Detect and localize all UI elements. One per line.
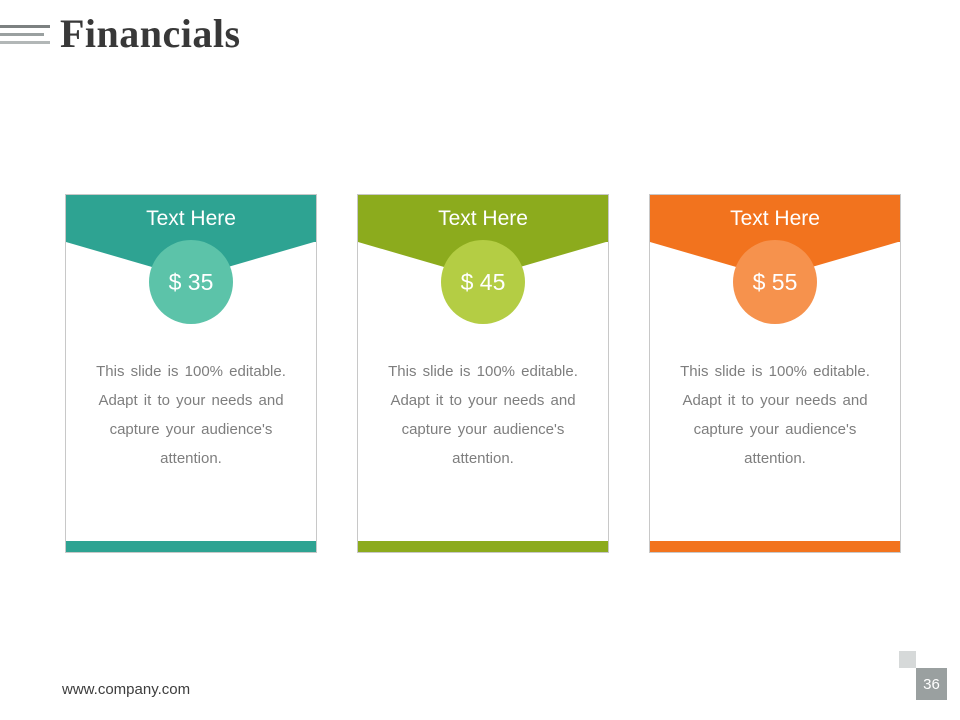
pricing-cards: Text Here $ 35 This slide is 100% editab… — [65, 194, 901, 553]
menu-line — [0, 41, 50, 44]
slide-title: Financials — [60, 11, 241, 56]
card-footer-bar — [650, 541, 900, 552]
footer-url: www.company.com — [62, 681, 191, 698]
menu-lines-icon — [0, 25, 50, 49]
menu-line — [0, 33, 44, 36]
card-header: Text Here — [650, 195, 900, 242]
decor-square — [899, 651, 916, 668]
price-circle: $ 35 — [149, 240, 233, 324]
price-circle: $ 45 — [441, 240, 525, 324]
pricing-card: Text Here $ 45 This slide is 100% editab… — [357, 194, 609, 553]
card-body-text: This slide is 100% editable. Adapt it to… — [388, 363, 578, 467]
pricing-card: Text Here $ 55 This slide is 100% editab… — [649, 194, 901, 553]
card-body-text: This slide is 100% editable. Adapt it to… — [680, 363, 870, 467]
page-number-badge: 36 — [916, 668, 947, 700]
card-footer-bar — [66, 541, 316, 552]
card-footer-bar — [358, 541, 608, 552]
card-body-text: This slide is 100% editable. Adapt it to… — [96, 363, 286, 467]
card-header: Text Here — [66, 195, 316, 242]
menu-line — [0, 25, 50, 28]
price-circle: $ 55 — [733, 240, 817, 324]
pricing-card: Text Here $ 35 This slide is 100% editab… — [65, 194, 317, 553]
card-header: Text Here — [358, 195, 608, 242]
